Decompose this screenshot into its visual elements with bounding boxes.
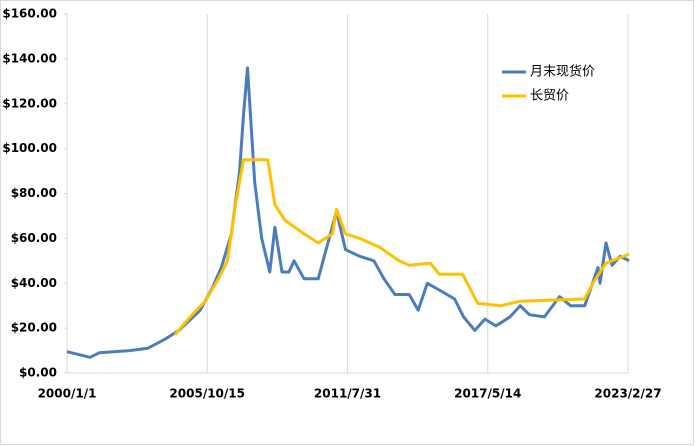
x-tick-label: 2000/1/1 bbox=[38, 387, 97, 401]
y-tick-label: $20.00 bbox=[11, 321, 57, 335]
y-tick-label: $120.00 bbox=[2, 96, 57, 110]
y-tick-label: $40.00 bbox=[11, 276, 57, 290]
legend-label: 长贸价 bbox=[530, 89, 569, 104]
line-series bbox=[173, 158, 630, 336]
y-tick-label: $0.00 bbox=[19, 366, 57, 380]
y-tick-label: $140.00 bbox=[2, 51, 57, 65]
line-series bbox=[66, 66, 630, 359]
y-tick-label: $100.00 bbox=[2, 141, 57, 155]
x-tick-label: 2011/7/31 bbox=[314, 387, 381, 401]
x-tick-label: 2023/2/27 bbox=[594, 387, 661, 401]
y-tick-label: $60.00 bbox=[11, 231, 57, 245]
y-tick-label: $80.00 bbox=[11, 186, 57, 200]
x-tick-label: 2005/10/15 bbox=[169, 387, 245, 401]
legend-label: 月末现货价 bbox=[530, 64, 595, 80]
x-tick-label: 2017/5/14 bbox=[454, 387, 521, 401]
y-tick-label: $160.00 bbox=[2, 7, 57, 21]
